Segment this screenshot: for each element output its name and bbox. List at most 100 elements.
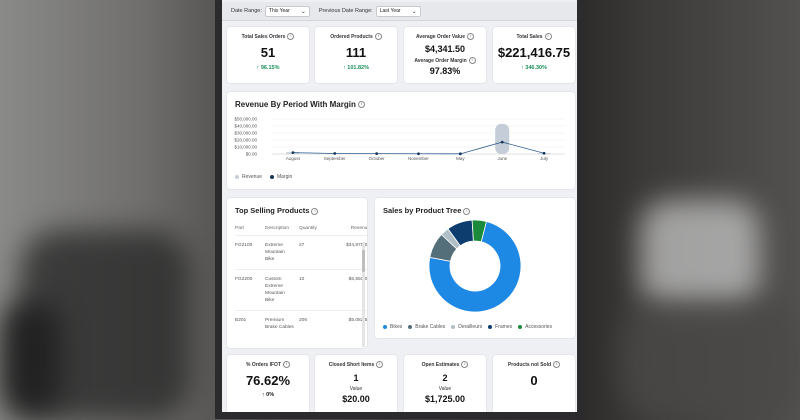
info-icon[interactable]: i [467,33,474,40]
x-tick-label: September [324,156,347,161]
top-selling-table: Part Description Quantity Revenue FG2100… [235,226,367,337]
info-icon[interactable]: i [287,33,294,40]
kpi-value: $20.00 [315,394,397,404]
kpi-value: $4,341.50 [404,44,486,54]
table-row[interactable]: FG2100 Extreme Mountain Bike 27 $34,875.… [235,236,367,270]
info-icon[interactable]: i [553,361,560,368]
cell-quantity: 206 [299,311,329,338]
info-icon[interactable]: i [545,33,552,40]
date-range-select[interactable]: This Year ⌄ [265,6,310,17]
kpi-margin-value: 97.83% [404,66,486,76]
dashboard-screen: Date Range: This Year ⌄ Previous Date Ra… [222,0,577,412]
legend-item-bikes[interactable]: Bikes [383,324,402,330]
info-icon[interactable]: i [375,33,382,40]
filter-bar: Date Range: This Year ⌄ Previous Date Ra… [222,2,577,21]
kpi-count: 1 [315,373,397,383]
kpi-title: % Orders IFOT [246,362,281,368]
legend-item-frames[interactable]: Frames [488,324,512,330]
legend-dot-margin [270,175,274,179]
chevron-down-icon: ⌄ [412,8,417,15]
revenue-bar [495,124,509,154]
cell-quantity: 10 [299,270,329,311]
info-icon[interactable]: i [469,57,476,64]
column-header-revenue[interactable]: Revenue [329,226,367,236]
table-scrollbar[interactable] [362,242,365,347]
cell-part: FG2200 [235,270,265,311]
margin-point [417,152,420,155]
margin-point [375,152,378,155]
legend-item-brake-cables[interactable]: Brake Cables [408,324,445,330]
margin-point [333,152,336,155]
y-tick-label: $50,000.00 [234,117,257,122]
kpi-title: Total Sales Orders [242,34,286,40]
legend-dot [451,325,455,329]
column-header-quantity[interactable]: Quantity [299,226,329,236]
x-tick-label: July [540,156,549,161]
legend-label: Brake Cables [415,324,445,330]
cell-part: B201 [235,311,265,338]
kpi-change: 96.15% [261,65,280,71]
background-floor-right [620,300,800,420]
margin-point [459,152,462,155]
margin-point [501,141,504,144]
table-row[interactable]: FG2200 Custom Extreme Mountain Bike 10 $… [235,270,367,311]
scrollbar-thumb[interactable] [362,250,365,272]
kpi-title: Average Order Value [416,34,465,40]
table-row[interactable]: B201 Premium Brake Cables 206 $5,082.50 [235,311,367,338]
value-label: Value [404,386,486,392]
background-chair-right [640,200,760,310]
legend-item-accessories[interactable]: Accessories [518,324,552,330]
legend-dot-revenue [235,175,239,179]
kpi-value: 0 [493,373,575,388]
info-icon[interactable]: i [461,361,468,368]
cell-description: Custom Extreme Mountain Bike [265,270,299,311]
y-tick-label: $30,000.00 [234,131,257,136]
legend-label-revenue: Revenue [242,174,262,180]
chart-legend: Revenue Margin [235,174,300,180]
section-title: Top Selling Products [235,206,309,215]
kpi-value: $221,416.75 [493,45,575,60]
kpi-title: Closed Short Items [329,362,375,368]
legend-item-margin[interactable]: Margin [270,174,292,180]
column-header-part[interactable]: Part [235,226,265,236]
x-tick-label: August [286,156,301,161]
kpi-change: 346.30% [525,65,547,71]
legend-label-margin: Margin [277,174,292,180]
legend-dot [488,325,492,329]
legend-item-derailleurs[interactable]: Derailleurs [451,324,482,330]
legend-label: Bikes [390,324,402,330]
kpi-title: Products not Sold [508,362,551,368]
previous-range-select[interactable]: Last Year ⌄ [376,6,421,17]
legend-dot [408,325,412,329]
y-tick-label: $20,000.00 [234,138,257,143]
background-shadow-left [0,300,60,420]
legend-item-revenue[interactable]: Revenue [235,174,262,180]
previous-range-label: Previous Date Range: [319,8,373,14]
donut-legend: Bikes Brake Cables Derailleurs Frames Access… [383,324,558,330]
previous-range-value: Last Year [380,8,401,14]
cell-part: FG2100 [235,236,265,270]
x-tick-label: October [369,156,386,161]
info-icon[interactable]: i [311,208,318,215]
y-tick-label: $10,000.00 [234,145,257,150]
legend-label: Derailleurs [458,324,482,330]
x-tick-label: June [497,156,507,161]
column-header-description[interactable]: Description [265,226,299,236]
kpi-margin-title: Average Order Margin [414,58,466,64]
date-range-value: This Year [269,8,290,14]
info-icon[interactable]: i [376,361,383,368]
info-icon[interactable]: i [283,361,290,368]
margin-point [543,152,546,155]
x-tick-label: November [408,156,429,161]
